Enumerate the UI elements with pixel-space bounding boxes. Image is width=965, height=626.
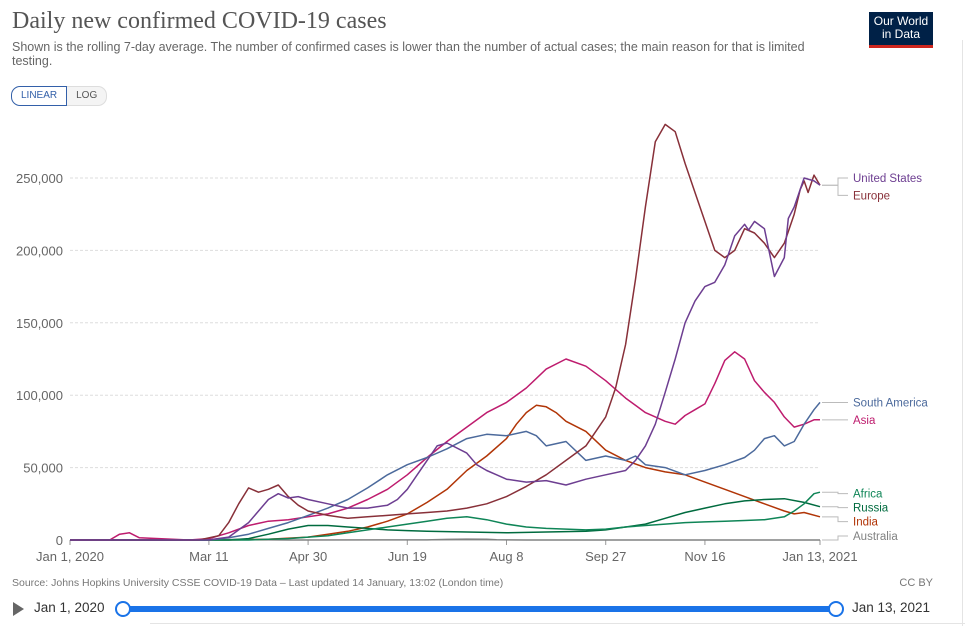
series-line-africa [70, 492, 820, 540]
legend-label-india: India [853, 517, 879, 529]
owid-logo[interactable]: Our World in Data [869, 12, 933, 48]
log-scale-button[interactable]: LOG [67, 86, 107, 106]
timeline-track[interactable] [123, 606, 836, 612]
x-tick-label: Jan 1, 2020 [36, 549, 104, 564]
legend-label-europe: Europe [853, 190, 890, 202]
legend-connector-africa [822, 492, 848, 493]
grid-lines [70, 178, 820, 540]
source-note: Source: Johns Hopkins University CSSE CO… [12, 577, 503, 589]
timeline-start-handle[interactable] [115, 601, 131, 617]
legend-connector-india [822, 517, 848, 522]
series-lines [70, 124, 820, 540]
linear-scale-button[interactable]: LINEAR [11, 86, 67, 106]
y-tick-label: 100,000 [16, 388, 63, 403]
x-tick-label: Mar 11 [189, 549, 229, 564]
legend-label-south-america: South America [853, 397, 928, 409]
x-tick-label: Nov 16 [684, 549, 725, 564]
legend-label-russia: Russia [853, 503, 889, 515]
legend-connector-europe [822, 185, 848, 195]
timeline-end-handle[interactable] [828, 601, 844, 617]
y-tick-label: 150,000 [16, 316, 63, 331]
x-tick-label: Aug 8 [490, 549, 524, 564]
legend-connector-australia [822, 536, 848, 540]
x-tick-label: Apr 30 [289, 549, 327, 564]
y-tick-label: 250,000 [16, 171, 63, 186]
line-chart: 0 50,000 100,000 150,000 200,000 250,000 Jan … [0, 110, 965, 575]
divider [150, 623, 965, 624]
legend-label-africa: Africa [853, 489, 883, 501]
series-line-united-states [70, 178, 820, 540]
divider [962, 40, 963, 626]
y-tick-label: 50,000 [23, 461, 63, 476]
legend-connector-united-states [822, 178, 848, 185]
chart-subtitle: Shown is the rolling 7-day average. The … [12, 40, 832, 68]
legend-label-united-states: United States [853, 173, 922, 185]
legend: United States Europe South America Asia Afri… [822, 173, 928, 543]
license-link[interactable]: CC BY [899, 577, 933, 589]
x-tick-label: Jun 19 [388, 549, 427, 564]
y-axis-labels: 0 50,000 100,000 150,000 200,000 250,000 [16, 171, 63, 548]
timeline-end-label: Jan 13, 2021 [852, 600, 930, 615]
legend-connector-russia [822, 507, 848, 508]
scale-toggle: LINEAR LOG [11, 86, 107, 106]
legend-label-asia: Asia [853, 415, 876, 427]
timeline-start-label: Jan 1, 2020 [34, 600, 105, 615]
legend-label-australia: Australia [853, 531, 898, 543]
series-line-europe [70, 124, 820, 540]
x-axis-labels: Jan 1, 2020 Mar 11 Apr 30 Jun 19 Aug 8 Sep 27… [36, 540, 858, 564]
y-tick-label: 0 [56, 533, 63, 548]
logo-line-2: in Data [869, 28, 933, 41]
series-line-south-america [70, 402, 820, 540]
series-line-russia [70, 499, 820, 540]
series-line-india [70, 405, 820, 540]
y-tick-label: 200,000 [16, 243, 63, 258]
timeline-slider: Jan 1, 2020 Jan 13, 2021 [0, 596, 965, 622]
chart-title: Daily new confirmed COVID-19 cases [12, 8, 387, 35]
play-icon[interactable] [13, 602, 24, 616]
x-tick-label: Sep 27 [585, 549, 626, 564]
x-tick-label: Jan 13, 2021 [782, 549, 857, 564]
